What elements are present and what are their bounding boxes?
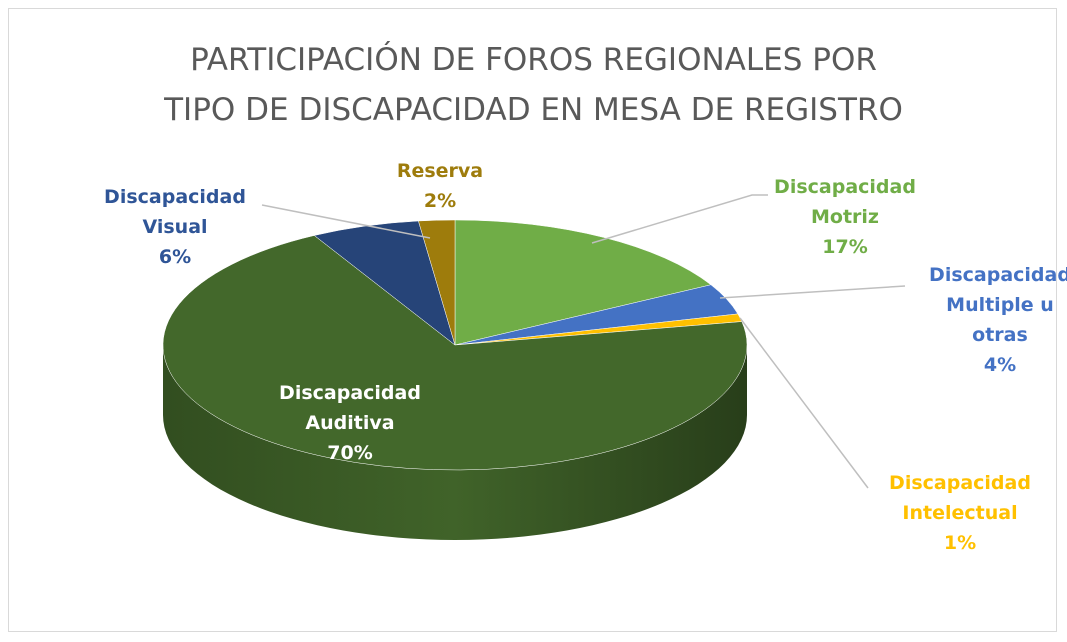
chart-title: PARTICIPACIÓN DE FOROS REGIONALES POR bbox=[190, 42, 877, 78]
category-label: Discapacidad Auditiva bbox=[279, 382, 421, 434]
chart-title: TIPO DE DISCAPACIDAD EN MESA DE REGISTRO bbox=[164, 92, 903, 128]
leader-line bbox=[591, 194, 768, 244]
value-label: 6% bbox=[158, 246, 192, 268]
leader-line bbox=[739, 317, 869, 489]
leader-line bbox=[719, 285, 906, 299]
value-label: 1% bbox=[943, 532, 977, 554]
slice bbox=[454, 219, 712, 346]
category-label: Reserva bbox=[396, 160, 484, 182]
value-label: 4% bbox=[983, 354, 1017, 376]
value-label: 17% bbox=[822, 236, 868, 258]
value-label: 70% bbox=[327, 442, 373, 464]
slice bbox=[162, 235, 748, 471]
value-label: 2% bbox=[423, 190, 457, 212]
category-label: Discapacidad Motriz bbox=[774, 176, 916, 228]
leader-line bbox=[261, 204, 431, 239]
data-label: Reserva 2% bbox=[355, 156, 525, 216]
data-label: Discapacidad Multiple u otras 4% bbox=[915, 260, 1067, 380]
data-label: Discapacidad Visual 6% bbox=[90, 182, 260, 272]
slice bbox=[418, 219, 456, 346]
chart-frame bbox=[8, 8, 1057, 632]
data-label: Discapacidad Motriz 17% bbox=[760, 172, 930, 262]
data-label: Discapacidad Intelectual 1% bbox=[875, 468, 1045, 558]
category-label: Discapacidad Intelectual bbox=[889, 472, 1031, 524]
category-label: Discapacidad Multiple u otras bbox=[929, 264, 1067, 346]
data-label: Discapacidad Auditiva 70% bbox=[265, 378, 435, 468]
slice-side bbox=[163, 345, 747, 540]
category-label: Discapacidad Visual bbox=[104, 186, 246, 238]
